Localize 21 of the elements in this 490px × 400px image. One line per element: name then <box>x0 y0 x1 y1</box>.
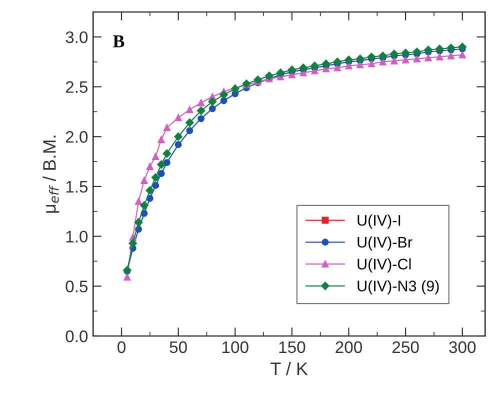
y-tick-label: 0.5 <box>66 280 88 292</box>
legend-label: U(IV)-Br <box>358 236 412 251</box>
y-tick-label: 0.0 <box>66 330 88 342</box>
y-axis-title: μ$_{eff}$ / B.M. <box>42 136 60 213</box>
x-axis-title: T / K <box>270 362 308 376</box>
y-tick-label: 2.5 <box>66 81 88 93</box>
x-tick-label: 0 <box>118 341 126 354</box>
x-tick-label: 150 <box>279 341 306 354</box>
legend-label: U(IV)-Cl <box>358 258 411 273</box>
x-tick-label: 50 <box>170 341 187 354</box>
x-tick-label: 100 <box>222 341 248 354</box>
y-tick-label: 2.0 <box>66 131 88 143</box>
x-tick-label: 300 <box>449 341 476 354</box>
legend-label: U(IV)-N3 (9) <box>358 280 439 294</box>
legend-label: U(IV)-I <box>358 214 400 229</box>
y-tick-label: 1.0 <box>66 230 88 243</box>
x-tick-label: 250 <box>392 341 419 354</box>
y-tick-label: 3.0 <box>66 31 88 44</box>
annotation: B <box>113 35 124 48</box>
x-tick-label: 200 <box>336 341 362 354</box>
y-tick-label: 1.5 <box>66 181 88 193</box>
